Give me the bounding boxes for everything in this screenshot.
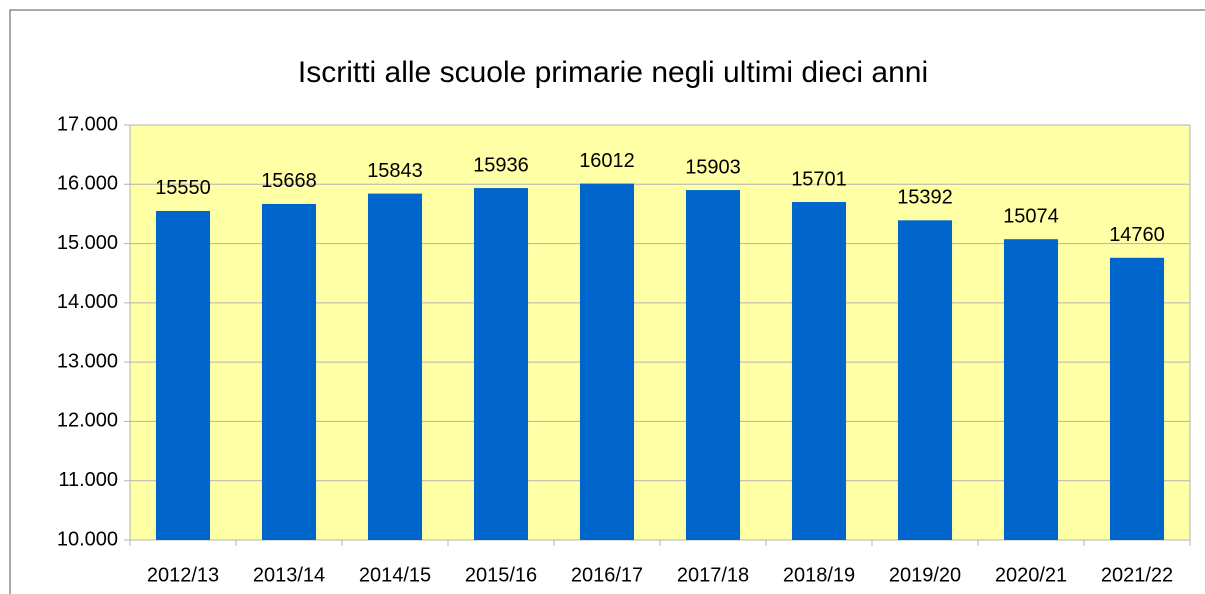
y-tick-label: 11.000 bbox=[58, 469, 118, 491]
data-label: 15550 bbox=[155, 177, 211, 199]
bar bbox=[685, 190, 741, 540]
chart-title: Iscritti alle scuole primarie negli ulti… bbox=[298, 56, 928, 89]
y-tick-label: 10.000 bbox=[57, 528, 118, 550]
data-label: 14760 bbox=[1109, 224, 1165, 246]
data-label: 15074 bbox=[1003, 205, 1059, 227]
y-tick-label: 17.000 bbox=[57, 113, 118, 135]
chart-frame bbox=[9, 9, 1205, 594]
x-tick-label: 2017/18 bbox=[677, 564, 749, 586]
x-tick-label: 2018/19 bbox=[783, 564, 855, 586]
bar bbox=[897, 220, 953, 540]
bar bbox=[473, 188, 529, 540]
x-tick-label: 2012/13 bbox=[147, 564, 219, 586]
x-tick-label: 2015/16 bbox=[465, 564, 537, 586]
data-label: 15843 bbox=[367, 160, 423, 182]
bar bbox=[367, 193, 423, 540]
y-tick-label: 14.000 bbox=[57, 291, 118, 313]
x-tick-label: 2016/17 bbox=[571, 564, 643, 586]
y-tick-label: 15.000 bbox=[57, 232, 118, 254]
y-tick-label: 12.000 bbox=[57, 410, 118, 432]
data-label: 15936 bbox=[473, 154, 529, 176]
bar bbox=[1003, 239, 1059, 541]
x-tick-label: 2014/15 bbox=[359, 564, 431, 586]
data-label: 15903 bbox=[685, 156, 741, 178]
x-tick-label: 2019/20 bbox=[889, 564, 961, 586]
x-tick-label: 2021/22 bbox=[1101, 564, 1173, 586]
x-tick-label: 2013/14 bbox=[253, 564, 325, 586]
bar bbox=[791, 202, 847, 540]
data-label: 15701 bbox=[791, 168, 847, 190]
bar bbox=[155, 210, 211, 540]
bar bbox=[1109, 257, 1165, 540]
y-tick-label: 16.000 bbox=[57, 173, 118, 195]
data-label: 15668 bbox=[261, 170, 317, 192]
data-label: 15392 bbox=[897, 187, 953, 209]
bar bbox=[579, 183, 635, 540]
bar bbox=[261, 203, 317, 540]
data-label: 16012 bbox=[579, 150, 635, 172]
x-tick-label: 2020/21 bbox=[995, 564, 1067, 586]
y-tick-label: 13.000 bbox=[57, 350, 118, 372]
